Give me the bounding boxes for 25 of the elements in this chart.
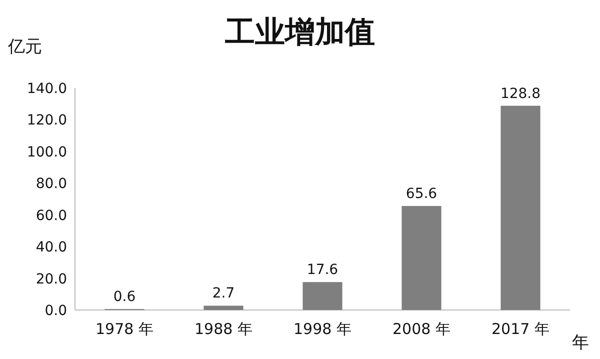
x-tick-label: 2008 年 [392, 320, 450, 338]
data-label: 0.6 [113, 289, 136, 306]
data-label: 17.6 [306, 262, 338, 278]
x-tick-label: 2017 年 [492, 320, 550, 338]
y-tick-label: 40.0 [36, 240, 67, 256]
y-tick-label: 60.0 [36, 208, 67, 224]
bar [302, 282, 342, 310]
y-axis-title: 亿元 [7, 37, 42, 57]
y-tick-label: 20.0 [36, 271, 67, 288]
y-tick-label: 80.0 [36, 176, 67, 192]
x-tick-label: 1998 年 [294, 320, 352, 338]
y-tick-label: 120.0 [26, 112, 67, 129]
data-label: 65.6 [406, 186, 438, 202]
y-tick-label: 100.0 [26, 144, 67, 160]
data-label: 128.8 [500, 86, 541, 102]
bar [500, 106, 540, 310]
y-tick-label: 0.0 [44, 303, 67, 319]
x-tick-label: 1978 年 [96, 320, 154, 338]
chart-title: 工业增加值 [224, 15, 375, 50]
x-axis-title: 年 [572, 333, 589, 353]
x-tick-label: 1988 年 [194, 320, 252, 338]
y-tick-label: 140.0 [26, 81, 67, 97]
bar [402, 206, 442, 310]
data-label: 2.7 [212, 286, 235, 302]
bar [204, 306, 244, 310]
